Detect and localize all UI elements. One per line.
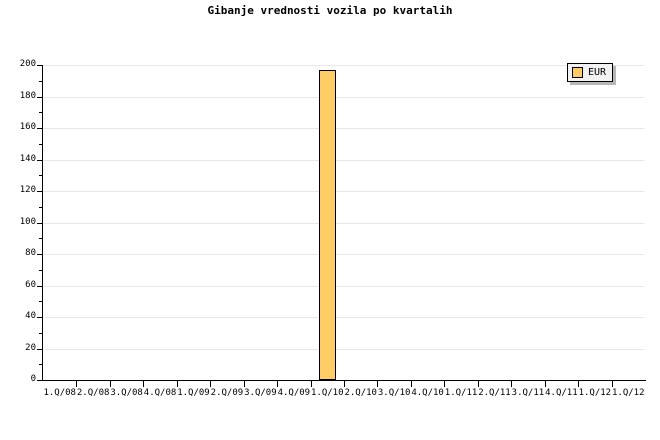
gridline	[43, 65, 645, 66]
y-tick-minor	[39, 332, 43, 334]
x-tick	[545, 381, 546, 387]
x-tick-label: 1.Q/11	[444, 388, 478, 398]
x-tick	[76, 381, 77, 387]
gridline	[43, 128, 645, 129]
x-tick-label: 1.Q/09	[177, 388, 210, 398]
x-tick-label: 1.Q/12	[578, 388, 612, 398]
y-tick-minor	[39, 364, 43, 366]
x-axis-line	[42, 380, 646, 381]
plot-area	[43, 65, 645, 380]
x-tick-label: 2.Q/11	[478, 388, 511, 398]
y-tick-label: 60	[25, 279, 36, 290]
y-tick-major	[37, 159, 43, 161]
x-tick-label: 2.Q/10	[344, 388, 377, 398]
y-tick-label: 80	[25, 248, 36, 258]
y-tick-major	[37, 65, 43, 66]
x-tick	[377, 381, 378, 387]
x-tick-label: 1.Q/08	[43, 388, 76, 398]
y-tick-major	[37, 96, 43, 98]
x-tick	[478, 381, 479, 387]
legend-label-eur: EUR	[588, 67, 607, 78]
x-tick-label: 4.Q/10	[411, 388, 444, 398]
gridline	[43, 222, 645, 224]
y-tick-label: 120	[19, 185, 36, 195]
x-tick	[244, 381, 245, 387]
x-tick	[444, 381, 445, 387]
y-tick-minor	[39, 301, 43, 303]
x-tick	[177, 381, 178, 387]
gridline	[43, 191, 645, 192]
y-axis-labels: 0 20 40 60 80 100 120 140 160 180 200	[0, 0, 36, 440]
y-tick-label: 40	[25, 311, 36, 321]
gridline	[43, 254, 645, 255]
x-tick	[110, 381, 111, 387]
x-tick-label: 3.Q/10	[377, 388, 411, 398]
x-tick	[143, 381, 144, 387]
y-tick-label: 180	[19, 90, 36, 101]
y-tick-label: 160	[19, 122, 36, 132]
y-tick-label: 200	[19, 59, 36, 69]
x-tick	[210, 381, 211, 387]
gridline	[43, 96, 645, 98]
y-tick-minor	[39, 175, 43, 177]
y-tick-major	[37, 222, 43, 224]
y-tick-major	[37, 191, 43, 192]
x-tick-label: 3.Q/09	[244, 388, 277, 398]
y-tick-major	[37, 348, 43, 350]
chart-legend[interactable]: EUR	[567, 63, 614, 82]
x-tick	[344, 381, 345, 387]
x-tick	[578, 381, 579, 387]
y-tick-minor	[39, 143, 43, 145]
x-tick	[511, 381, 512, 387]
x-tick-label: 4.Q/09	[277, 388, 311, 398]
x-tick-label: 2.Q/08	[76, 388, 110, 398]
y-tick-minor	[39, 80, 43, 82]
x-tick	[277, 381, 278, 387]
bar[interactable]	[319, 70, 336, 380]
y-tick-major	[37, 128, 43, 129]
x-tick-label: 1.Q/12	[612, 388, 645, 398]
y-tick-label: 20	[25, 342, 36, 353]
x-tick-label: 3.Q/08	[110, 388, 143, 398]
gridline	[43, 317, 645, 318]
y-tick-label: 100	[19, 216, 36, 227]
y-tick-minor	[39, 206, 43, 208]
chart-title: Gibanje vrednosti vozila po kvartalih	[207, 4, 453, 17]
gridline	[43, 348, 645, 350]
y-tick-major	[37, 254, 43, 255]
legend-swatch-eur	[572, 67, 583, 78]
gridline	[43, 285, 645, 287]
y-tick-major	[37, 317, 43, 318]
x-tick	[612, 381, 613, 387]
x-tick	[411, 381, 412, 387]
x-tick-label: 4.Q/08	[143, 388, 177, 398]
y-tick-minor	[39, 269, 43, 271]
x-tick	[311, 381, 312, 387]
y-tick-label: 140	[19, 153, 36, 164]
y-tick-major	[37, 380, 43, 381]
x-tick-label: 1.Q/10	[311, 388, 344, 398]
x-tick-label: 3.Q/11	[511, 388, 545, 398]
x-tick-label: 2.Q/09	[210, 388, 244, 398]
x-tick-label: 4.Q/11	[545, 388, 578, 398]
y-tick-label: 0	[30, 374, 36, 384]
y-tick-major	[37, 285, 43, 287]
gridline	[43, 159, 645, 161]
y-tick-minor	[39, 112, 43, 114]
y-tick-minor	[39, 238, 43, 240]
